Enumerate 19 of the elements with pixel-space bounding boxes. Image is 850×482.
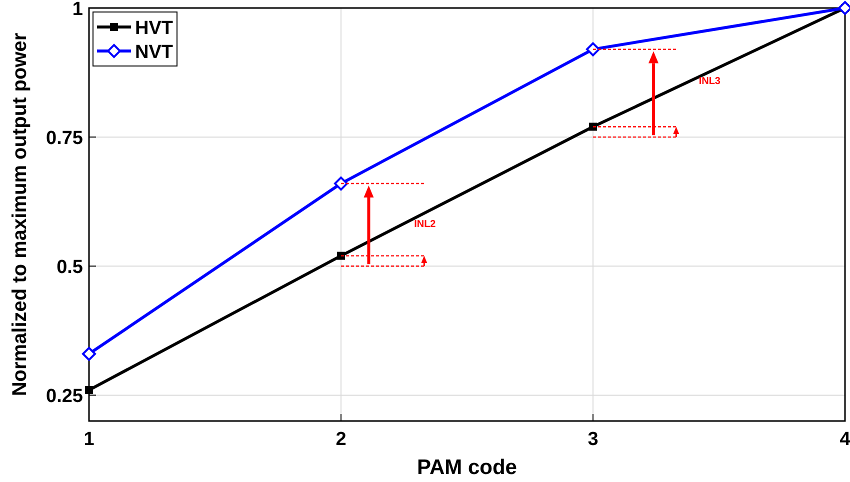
point [334, 176, 348, 191]
point [337, 252, 345, 260]
y-tick-label: 1 [72, 0, 84, 20]
legend-label: HVT [135, 18, 174, 39]
x-tick-label: 4 [840, 429, 850, 450]
x-tick-label: 2 [336, 429, 346, 450]
y-axis-title: Normalized to maximum output power [9, 32, 31, 396]
y-tick-label: 0.25 [46, 386, 84, 408]
y-tick-label: 0.5 [56, 257, 84, 278]
point [586, 42, 600, 56]
y-tick-label: 0.75 [46, 128, 84, 150]
point [82, 346, 96, 361]
annotation: INL2 [414, 218, 436, 230]
x-tick-label: 3 [588, 429, 598, 450]
annotation: INL3 [698, 76, 721, 88]
point [85, 386, 93, 394]
point [589, 122, 597, 131]
x-axis-title: PAM code [417, 456, 517, 479]
legend-label: NVT [135, 42, 174, 63]
